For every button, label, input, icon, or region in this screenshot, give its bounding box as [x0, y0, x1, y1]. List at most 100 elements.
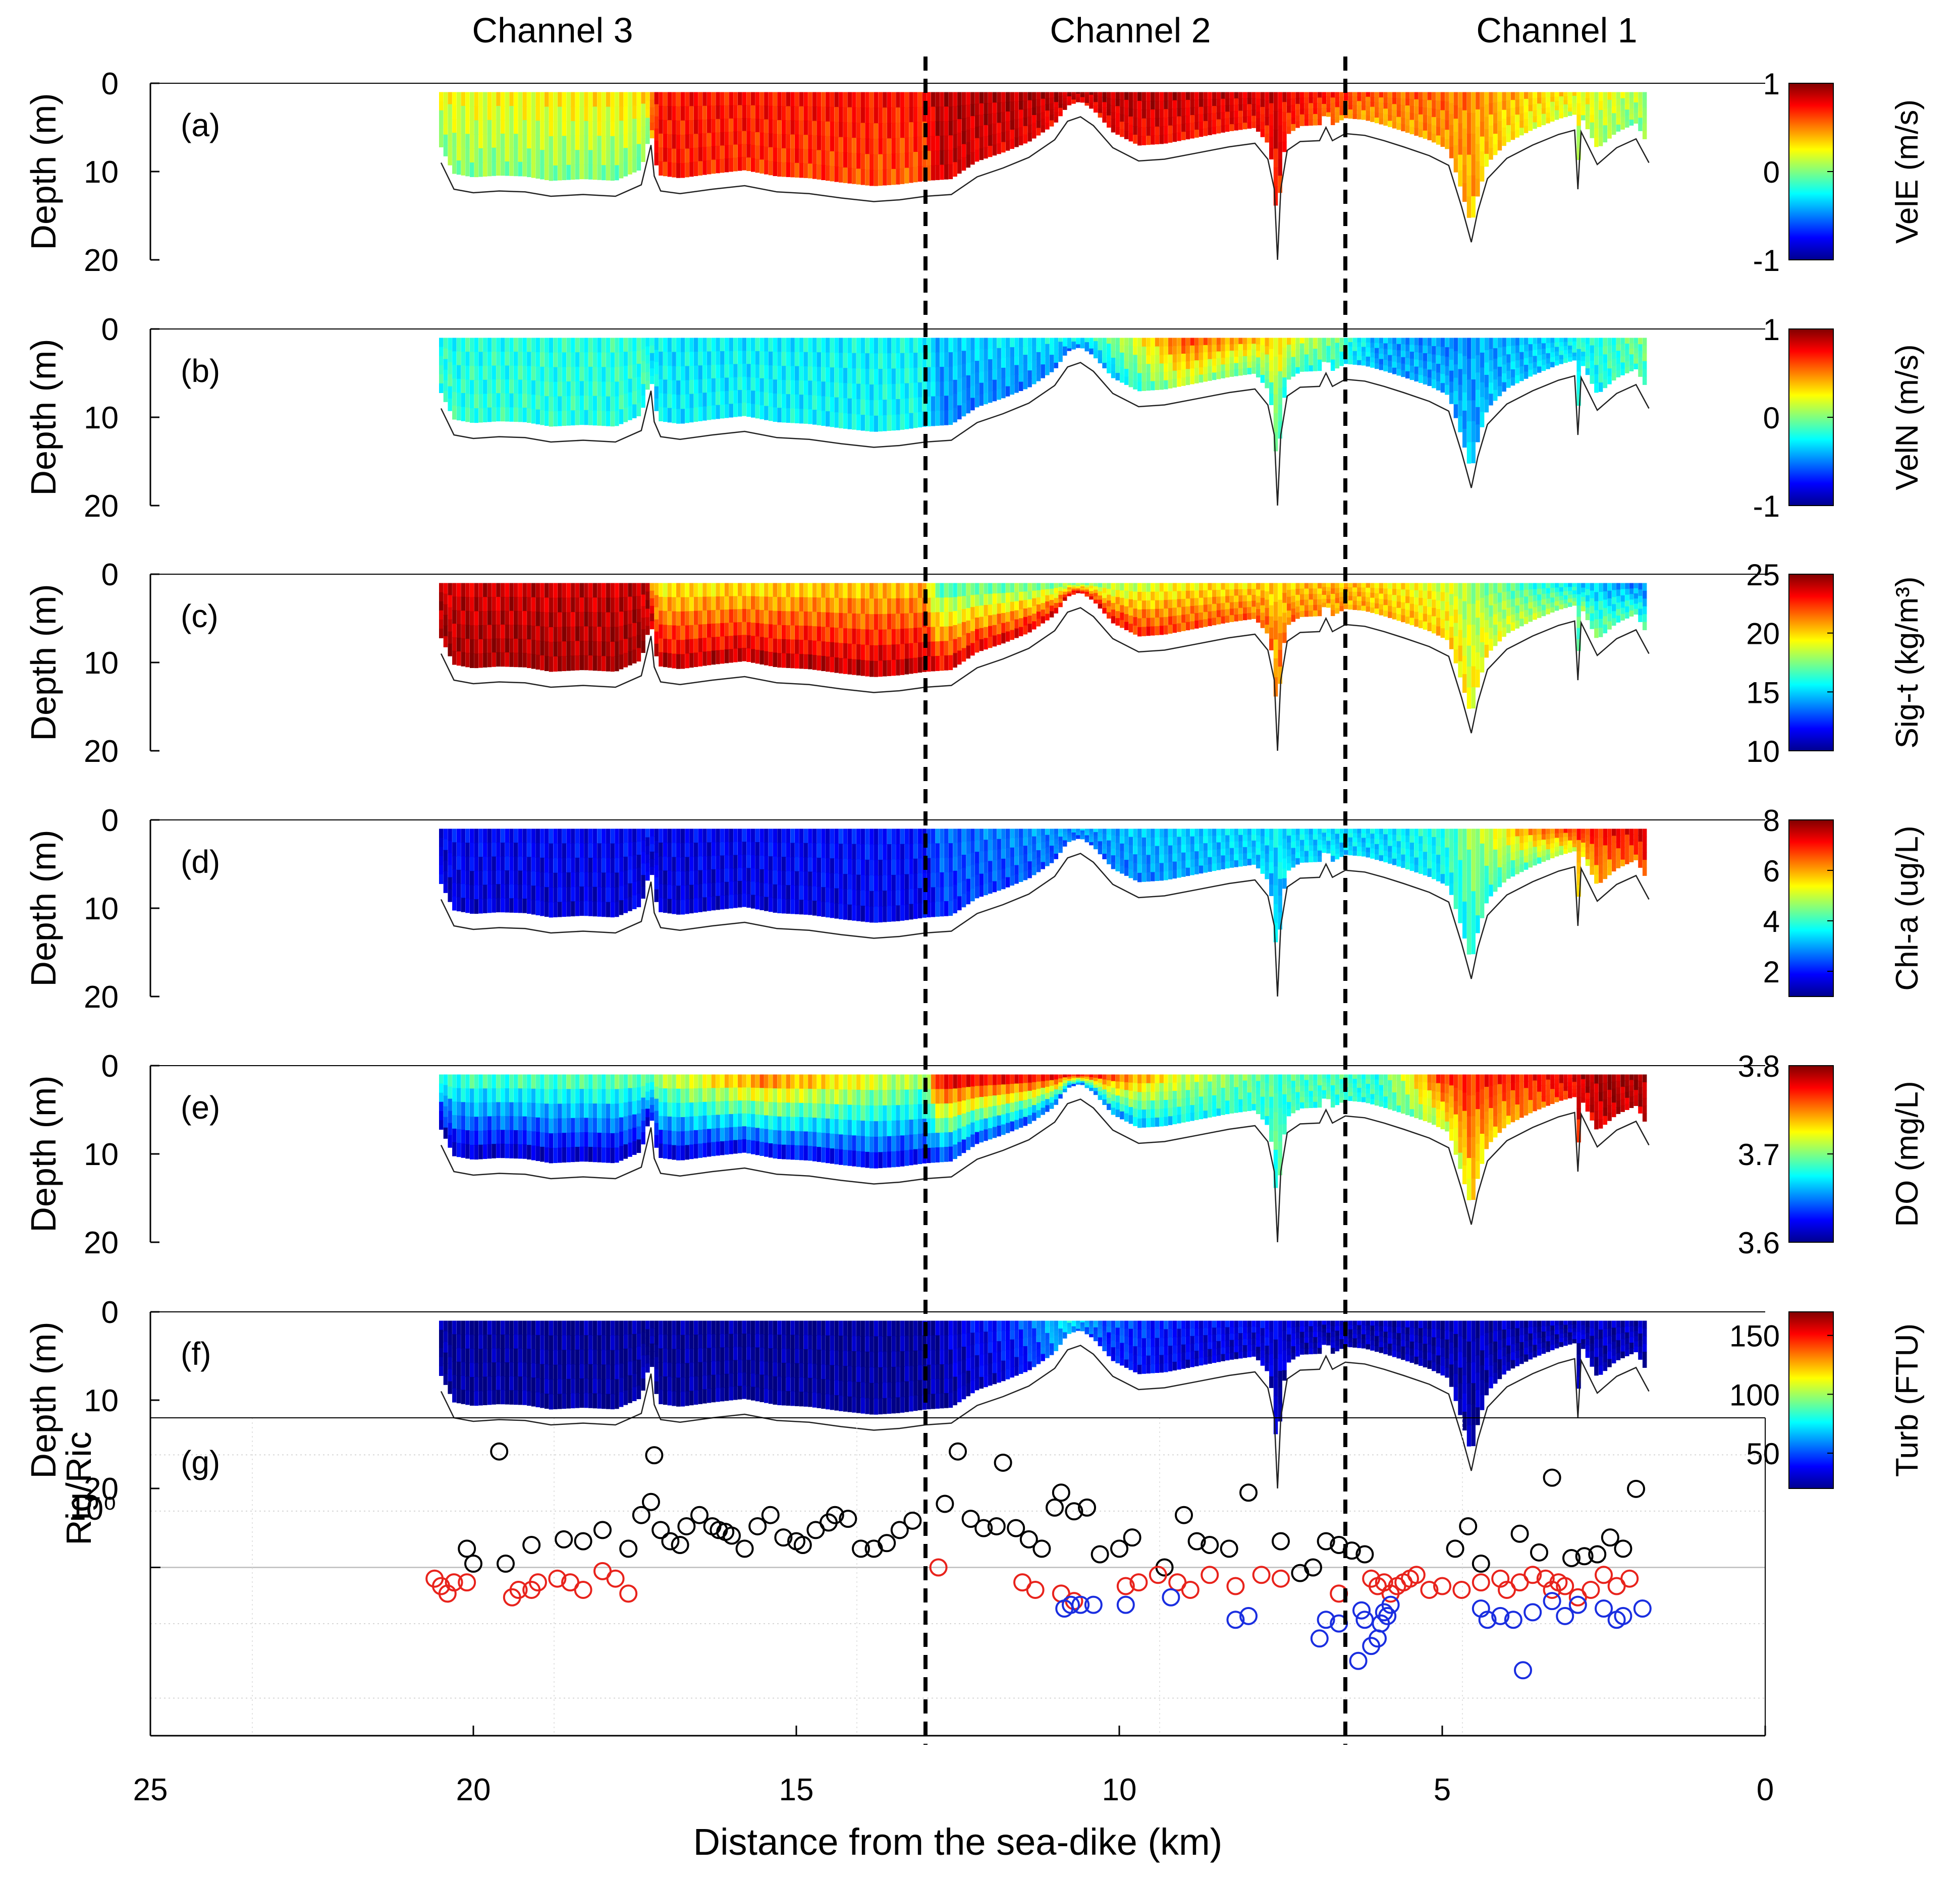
profile-cell [439, 119, 444, 129]
profile-cell [1251, 338, 1256, 345]
profile-cell [1159, 109, 1164, 119]
profile-cell [663, 583, 668, 598]
profile-cell [997, 614, 1001, 625]
profile-cell [513, 379, 518, 394]
profile-cell [549, 411, 554, 427]
profile-cell [1453, 596, 1458, 611]
profile-cell [1493, 123, 1498, 135]
profile-cell [496, 652, 501, 667]
profile-cell [1141, 381, 1147, 391]
profile-cell [1133, 355, 1137, 364]
profile-cell [1322, 353, 1327, 358]
profile-cell [487, 652, 492, 668]
profile-cell [706, 583, 712, 597]
profile-cell [1203, 359, 1208, 367]
profile-cell [1625, 344, 1629, 350]
profile-cell [1185, 606, 1190, 615]
profile-cell [1177, 362, 1181, 371]
profile-cell [549, 627, 554, 643]
profile-cell [1603, 591, 1608, 600]
profile-cell [522, 611, 527, 626]
profile-cell [602, 136, 606, 151]
profile-cell [1089, 338, 1094, 341]
profile-cell [1005, 612, 1010, 623]
profile-cell [917, 166, 922, 182]
profile-cell [1251, 589, 1256, 595]
profile-cell [469, 352, 474, 367]
profile-cell [1427, 132, 1432, 140]
profile-cell [492, 365, 496, 380]
profile-cell [1348, 355, 1353, 360]
profile-cell [786, 106, 791, 121]
profile-cell [1190, 99, 1194, 108]
profile-cell [522, 148, 527, 163]
profile-cell [456, 119, 461, 134]
profile-cell [1299, 599, 1304, 606]
profile-cell [1273, 658, 1278, 678]
profile-cell [606, 367, 611, 382]
profile-cell [816, 121, 822, 136]
profile-cell [1344, 96, 1348, 101]
profile-cell [619, 409, 624, 424]
profile-cell [1194, 345, 1199, 354]
profile-cell [619, 338, 624, 353]
profile-cell [970, 595, 975, 608]
profile-cell [1466, 421, 1472, 443]
profile-cell [1523, 583, 1529, 590]
profile-cell [469, 92, 474, 107]
profile-cell [1304, 365, 1309, 372]
profile-cell [953, 366, 957, 380]
profile-cell [1282, 602, 1287, 614]
profile-cell [1620, 368, 1625, 375]
profile-cell [1326, 350, 1331, 355]
profile-cell [746, 351, 751, 365]
profile-cell [1423, 353, 1428, 362]
profile-cell [1533, 362, 1537, 369]
profile-cell [452, 624, 457, 638]
profile-cell [1523, 617, 1529, 624]
profile-cell [1585, 350, 1590, 357]
profile-cell [746, 118, 751, 132]
profile-cell [1282, 122, 1287, 133]
profile-cell [847, 122, 852, 138]
profile-cell [522, 394, 527, 409]
profile-cell [465, 625, 470, 640]
profile-cell [1523, 610, 1529, 618]
profile-cell [716, 378, 720, 393]
profile-cell [970, 373, 975, 386]
profile-cell [1348, 587, 1353, 592]
profile-cell [716, 596, 720, 611]
profile-cell [1563, 96, 1568, 101]
profile-cell [883, 415, 887, 431]
profile-cell [1339, 351, 1344, 357]
profile-cell [1339, 596, 1344, 602]
profile-cell [865, 614, 869, 630]
profile-cell [948, 92, 953, 107]
profile-cell [1177, 116, 1181, 125]
profile-cell [1247, 607, 1252, 614]
profile-cell [1181, 583, 1186, 592]
y-tick-label: 0 [101, 312, 119, 347]
profile-cell [1137, 381, 1142, 392]
profile-cell [1102, 358, 1107, 364]
profile-cell [654, 643, 659, 656]
profile-cell [720, 610, 725, 624]
profile-cell [883, 368, 887, 385]
profile-cell [443, 391, 448, 402]
profile-cell [887, 614, 892, 630]
profile-cell [1572, 345, 1577, 350]
profile-cell [799, 134, 804, 150]
profile-cell [755, 351, 760, 365]
profile-cell [896, 107, 900, 124]
profile-cell [1137, 591, 1142, 601]
profile-cell [1476, 635, 1480, 653]
profile-cell [1401, 98, 1405, 106]
profile-cell [1238, 362, 1243, 370]
profile-cell [1304, 343, 1309, 350]
profile-cell [1151, 109, 1155, 119]
profile-cell [1506, 133, 1511, 142]
profile-cell [1265, 133, 1269, 143]
profile-cell [1128, 624, 1133, 633]
profile-cell [527, 148, 531, 163]
profile-cell [1185, 345, 1190, 354]
